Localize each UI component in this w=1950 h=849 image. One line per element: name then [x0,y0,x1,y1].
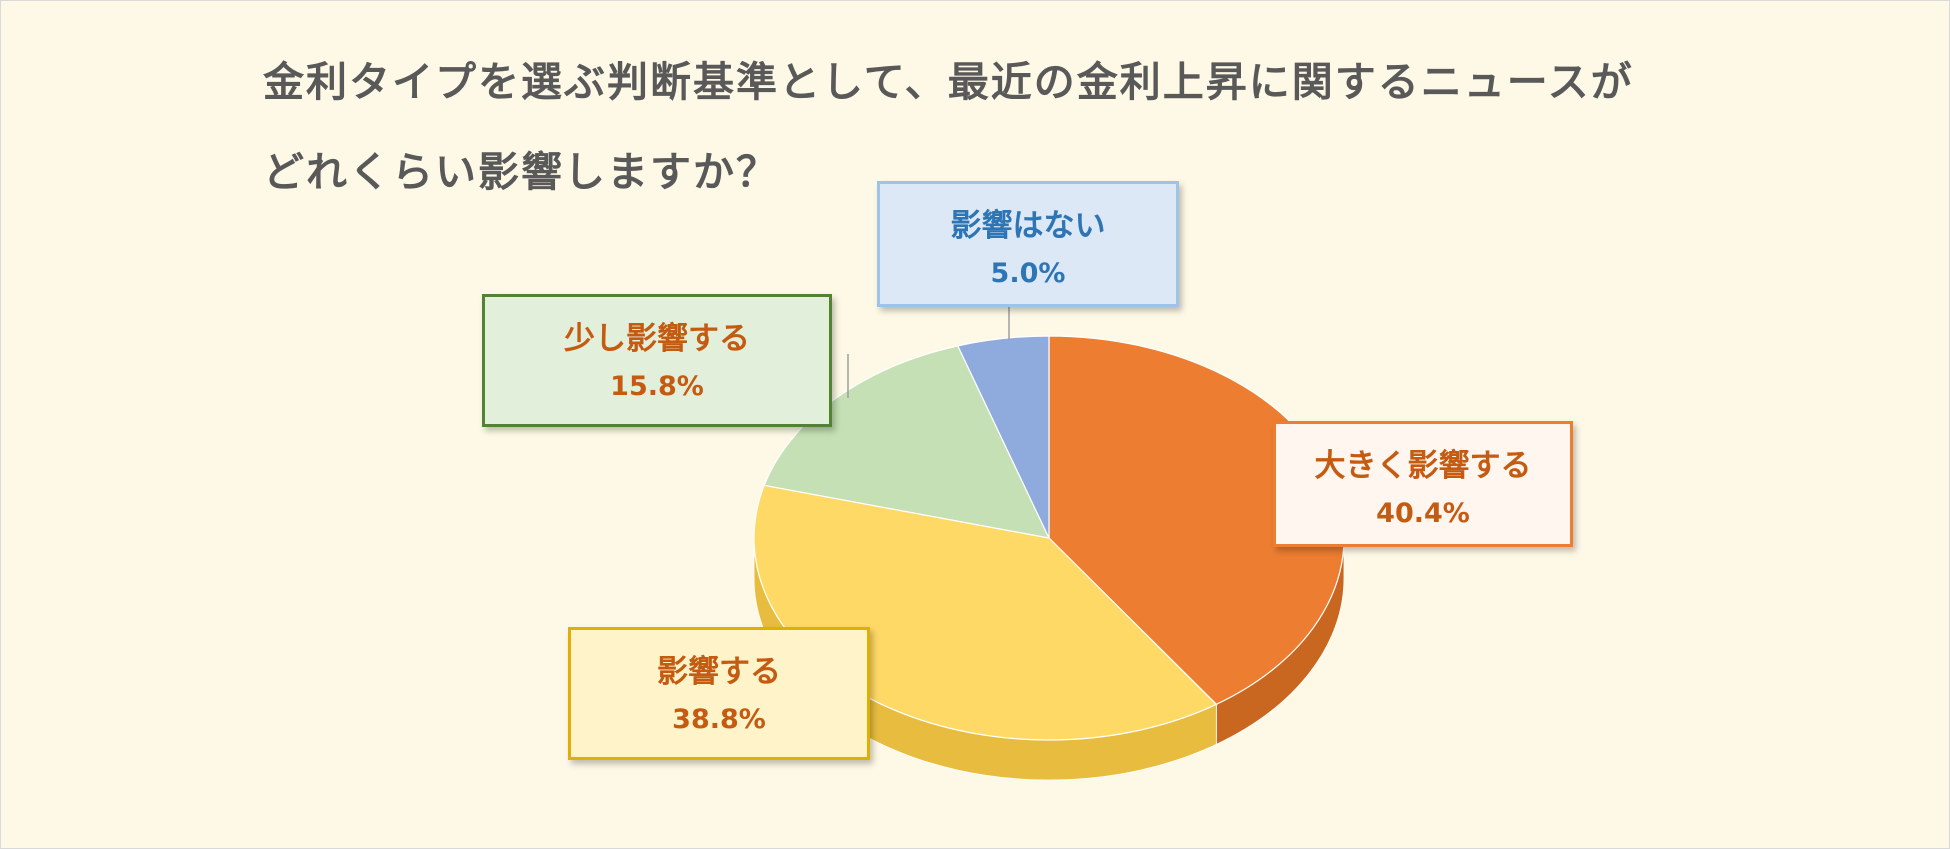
data-label-value: 38.8% [672,704,766,735]
pie-slice-3 [763,345,1051,539]
chart-title: 金利タイプを選ぶ判断基準として、最近の金利上昇に関するニュースが どれくらい影響… [263,37,1803,217]
chart-title-line-1: 金利タイプを選ぶ判断基準として、最近の金利上昇に関するニュースが [263,58,1634,106]
data-label-value: 15.8% [610,371,704,402]
data-label-category: 大きく影響する [1314,448,1532,484]
data-label-slice-4: 影響はない 5.0% [877,181,1179,307]
data-label-slice-2: 影響する 38.8% [568,627,870,760]
chart-title-line-2: どれくらい影響しますか？ [263,148,779,196]
leader-lines [847,307,1010,398]
data-label-category: 影響はない [950,208,1106,244]
data-label-value: 5.0% [990,258,1066,289]
data-label-value: 40.4% [1376,498,1470,529]
data-label-category: 少し影響する [564,321,750,357]
data-label-slice-3: 少し影響する 15.8% [482,294,832,427]
pie-slice-4 [956,335,1050,539]
data-label-category: 影響する [657,654,781,690]
data-label-slice-1: 大きく影響する 40.4% [1273,421,1573,547]
